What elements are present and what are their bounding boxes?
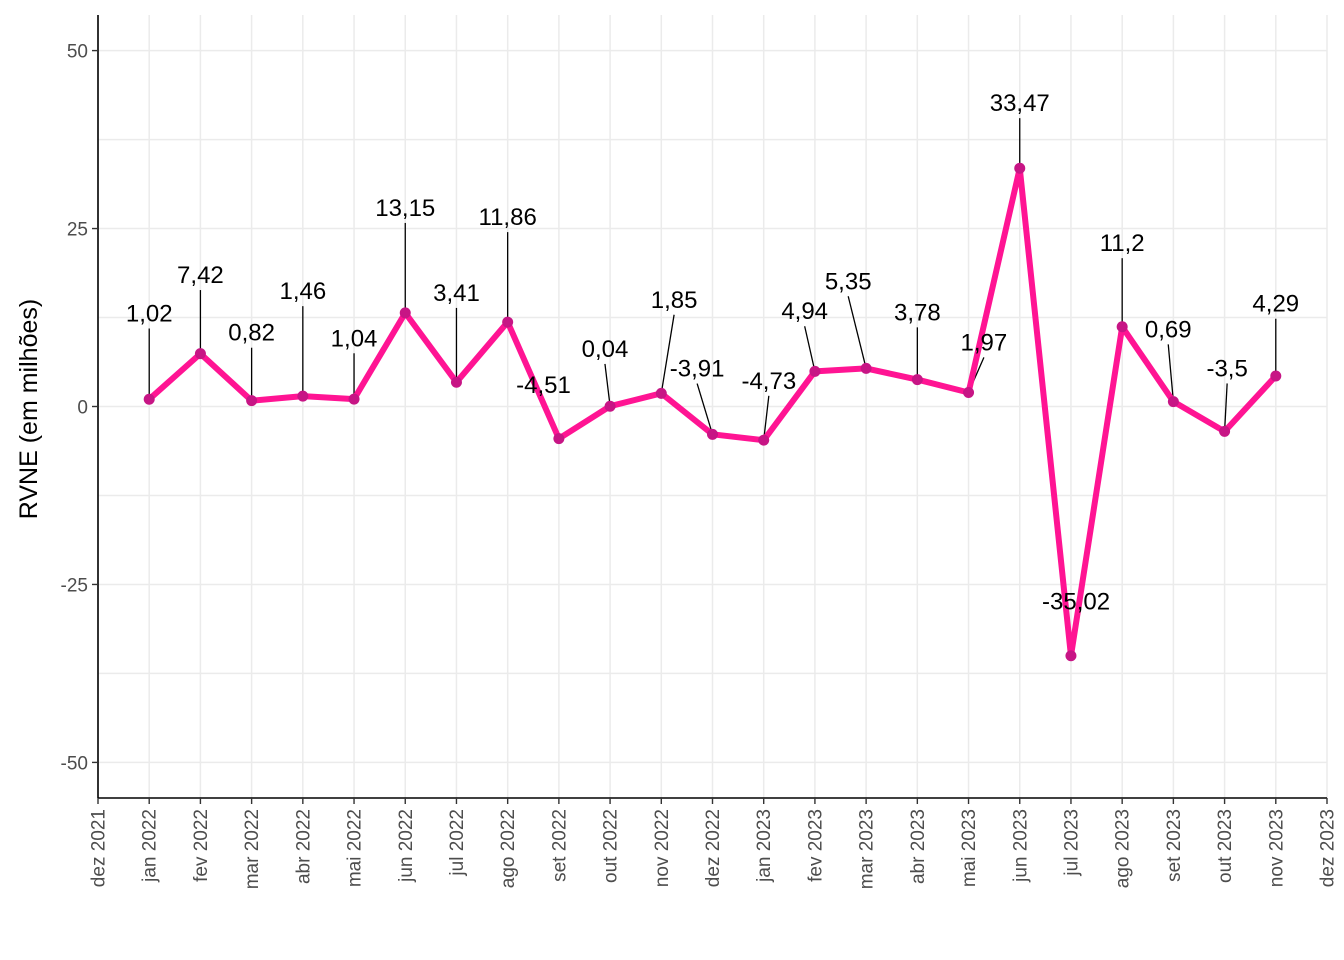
- data-label-leader: [604, 363, 611, 407]
- x-tick-label: ago 2022: [498, 809, 519, 888]
- data-point: [143, 393, 155, 405]
- data-point: [502, 316, 514, 328]
- y-tick-label: 0: [77, 398, 88, 419]
- data-point: [194, 348, 206, 360]
- data-label: -3,91: [670, 356, 725, 383]
- data-label: 4,29: [1252, 291, 1299, 318]
- data-label: -35,02: [1042, 588, 1110, 615]
- data-label-leader: [1223, 383, 1228, 432]
- series: [143, 162, 1282, 662]
- data-point: [604, 400, 616, 412]
- x-tick-label: abr 2022: [293, 809, 314, 884]
- data-label: 1,02: [126, 300, 173, 327]
- data-label: 3,41: [433, 280, 480, 307]
- data-point: [860, 362, 872, 374]
- data-point: [1065, 650, 1077, 662]
- data-point: [297, 390, 309, 402]
- data-labels: 1,027,42 0,821,461,04 13,15 3,41 11,86 -4,51 0…: [126, 90, 1299, 615]
- x-tick-label: jan 2022: [140, 809, 161, 883]
- x-tick-label: mar 2022: [242, 809, 263, 889]
- data-label: 4,94: [781, 298, 828, 325]
- data-label: 0,04: [582, 336, 629, 363]
- x-tick-label: dez 2021: [89, 809, 110, 887]
- data-label: -4,51: [516, 372, 571, 399]
- data-point: [911, 374, 923, 386]
- data-label: 0,82: [228, 320, 275, 347]
- x-tick-label: dez 2023: [1318, 809, 1339, 887]
- x-tick-label: fev 2022: [191, 809, 212, 882]
- data-point: [1167, 396, 1179, 408]
- x-tick-label: nov 2022: [652, 809, 673, 887]
- x-tick-label: nov 2023: [1266, 809, 1287, 887]
- data-point: [1270, 370, 1282, 382]
- data-label: 1,04: [331, 325, 378, 352]
- y-tick-label: 50: [67, 42, 88, 63]
- data-point: [758, 434, 770, 446]
- data-label: 7,42: [177, 262, 224, 289]
- data-point: [450, 376, 462, 388]
- y-tick-label: -25: [61, 575, 88, 596]
- axes: -50 -25 0 25 50 dez 2021 jan 2022 fev 2022 mar 2…: [61, 15, 1339, 889]
- data-point: [348, 393, 360, 405]
- data-point: [1116, 321, 1128, 333]
- data-label-leader: [696, 383, 714, 435]
- x-tick-label: fev 2023: [805, 809, 826, 882]
- grid: [97, 15, 1328, 798]
- data-label-leader: [847, 296, 867, 369]
- data-label: 1,97: [961, 329, 1008, 356]
- x-tick-label: dez 2022: [703, 809, 724, 887]
- data-label: 33,47: [990, 90, 1050, 117]
- x-tick-label: out 2023: [1215, 809, 1236, 883]
- data-point: [1219, 425, 1231, 437]
- x-tick-label: abr 2023: [908, 809, 929, 884]
- data-label: 11,2: [1100, 230, 1145, 257]
- x-tick-label: jul 2022: [447, 809, 468, 877]
- data-label-leader: [763, 395, 770, 441]
- data-label: 1,46: [279, 278, 326, 305]
- x-tick-label: mai 2023: [959, 809, 980, 887]
- x-tick-label: mai 2022: [345, 809, 366, 887]
- x-tick-label: jul 2023: [1061, 809, 1082, 877]
- data-label: 0,69: [1145, 316, 1192, 343]
- data-point: [809, 365, 821, 377]
- data-label: -4,73: [741, 368, 796, 395]
- x-tick-label: out 2022: [601, 809, 622, 883]
- y-tick-label: 25: [67, 220, 88, 241]
- data-label: 1,85: [651, 287, 698, 314]
- data-label-leader: [1167, 344, 1175, 402]
- x-tick-label: jun 2022: [396, 809, 417, 883]
- data-label: 13,15: [375, 195, 435, 222]
- data-label-leader: [660, 314, 675, 394]
- x-tick-label: mar 2023: [857, 809, 878, 889]
- x-tick-label: jun 2023: [1010, 809, 1031, 883]
- data-point: [399, 307, 411, 319]
- data-label: 5,35: [825, 268, 872, 295]
- x-tick-label: ago 2023: [1113, 809, 1134, 888]
- data-point: [963, 386, 975, 398]
- data-label: 3,78: [894, 299, 941, 326]
- data-point: [1014, 162, 1026, 174]
- data-point: [246, 395, 258, 407]
- y-axis-label: RVNE (em milhões): [15, 299, 43, 519]
- data-label-leader: [804, 326, 816, 372]
- data-point: [553, 433, 565, 445]
- data-point: [655, 387, 667, 399]
- y-tick-label: -50: [61, 753, 88, 774]
- data-label: 11,86: [479, 204, 537, 231]
- x-tick-label: set 2023: [1164, 809, 1185, 882]
- data-point: [707, 428, 718, 440]
- x-tick-label: jan 2023: [754, 809, 775, 883]
- x-tick-label: set 2022: [549, 809, 570, 882]
- data-label: -3,5: [1206, 355, 1247, 382]
